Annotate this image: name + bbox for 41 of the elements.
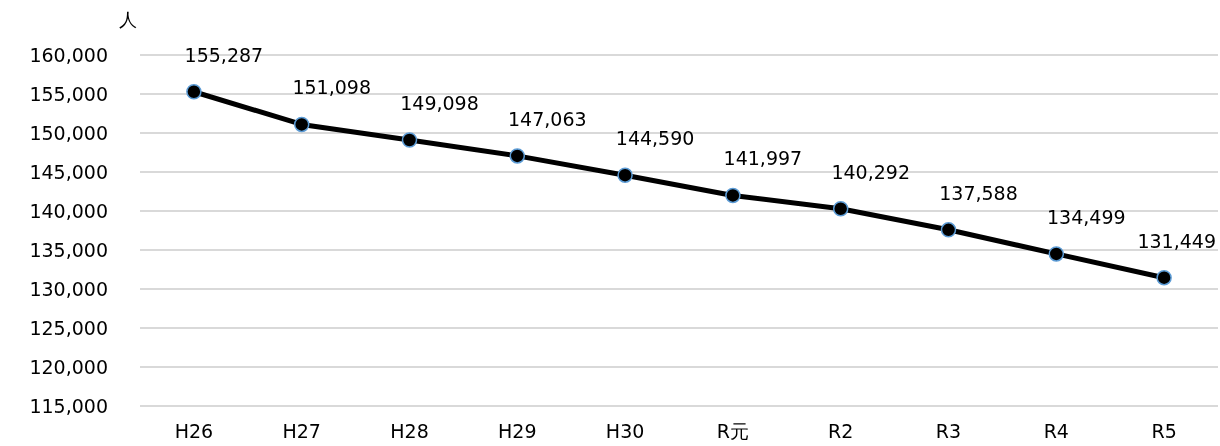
point	[1048, 246, 1065, 262]
x-tick-label: R2	[828, 420, 854, 442]
data-label: 155,287	[184, 43, 264, 66]
data-label: 134,499	[1047, 205, 1126, 228]
point	[509, 148, 526, 164]
y-tick-label: 130,000	[29, 278, 108, 300]
x-tick-label: R5	[1151, 420, 1177, 442]
y-tick-label: 120,000	[29, 356, 108, 378]
y-axis-title: 人	[119, 9, 137, 30]
y-tick-label: 125,000	[29, 317, 108, 339]
data-label: 144,590	[615, 127, 695, 150]
x-tick-label: R3	[935, 420, 962, 442]
data-label: 137,588	[939, 181, 1018, 204]
x-tick-label: H26	[174, 420, 214, 442]
data-label: 147,063	[508, 107, 587, 130]
data-label: 141,997	[723, 147, 803, 170]
point	[832, 200, 849, 217]
point	[186, 84, 202, 100]
data-label: 151,098	[292, 76, 371, 99]
y-tick-label: 150,000	[29, 122, 108, 144]
point	[940, 222, 957, 238]
x-tick-label: H28	[390, 420, 429, 442]
data-label: 140,292	[831, 160, 910, 183]
y-tick-label: 140,000	[29, 200, 108, 222]
data-label: 149,098	[400, 92, 479, 115]
y-tick-label: 145,000	[29, 161, 108, 183]
point	[617, 167, 633, 183]
point	[293, 116, 310, 133]
y-tick-label: 115,000	[29, 395, 108, 417]
x-tick-label: H27	[282, 420, 321, 442]
x-tick-label: R4	[1043, 420, 1069, 442]
x-tick-label: H30	[605, 420, 645, 442]
x-tick-label: H29	[498, 420, 537, 442]
point	[725, 187, 741, 204]
point	[401, 132, 418, 148]
point	[1156, 269, 1172, 286]
x-tick-label: R元	[716, 420, 749, 442]
y-tick-label: 160,000	[29, 44, 108, 66]
y-tick-label: 135,000	[29, 239, 108, 261]
y-tick-label: 155,000	[29, 83, 108, 105]
data-label: 131,449	[1137, 229, 1216, 252]
